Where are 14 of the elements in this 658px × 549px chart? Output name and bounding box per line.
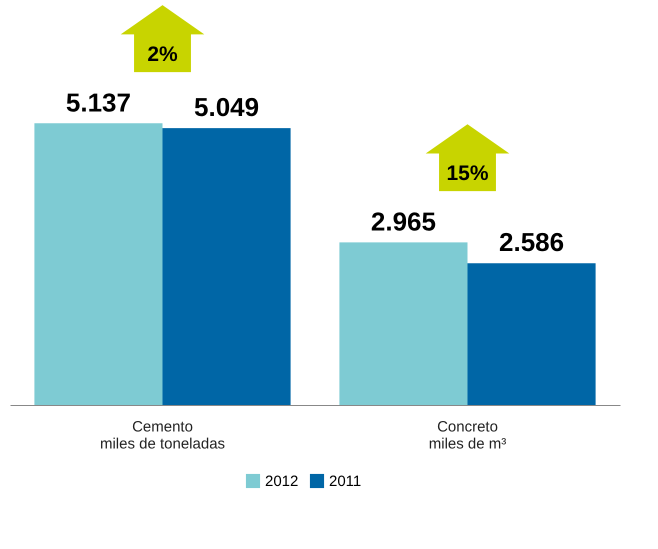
data-label: 5.049 xyxy=(194,92,260,122)
x-tick-label: Cemento miles de toneladas xyxy=(100,418,226,452)
legend-label: 2012 xyxy=(265,473,298,490)
legend-label: 2011 xyxy=(329,473,362,490)
x-tick-label: Concreto miles de m³ xyxy=(428,418,506,452)
bar xyxy=(468,263,596,405)
data-label: 2.586 xyxy=(499,227,564,258)
text: 2% xyxy=(147,42,178,66)
bar xyxy=(339,242,468,405)
data-label: 2.965 xyxy=(370,206,436,236)
bar xyxy=(162,128,291,405)
data-label: 5.137 xyxy=(66,87,131,118)
annotation: 15% xyxy=(446,162,489,186)
bar xyxy=(34,123,162,405)
